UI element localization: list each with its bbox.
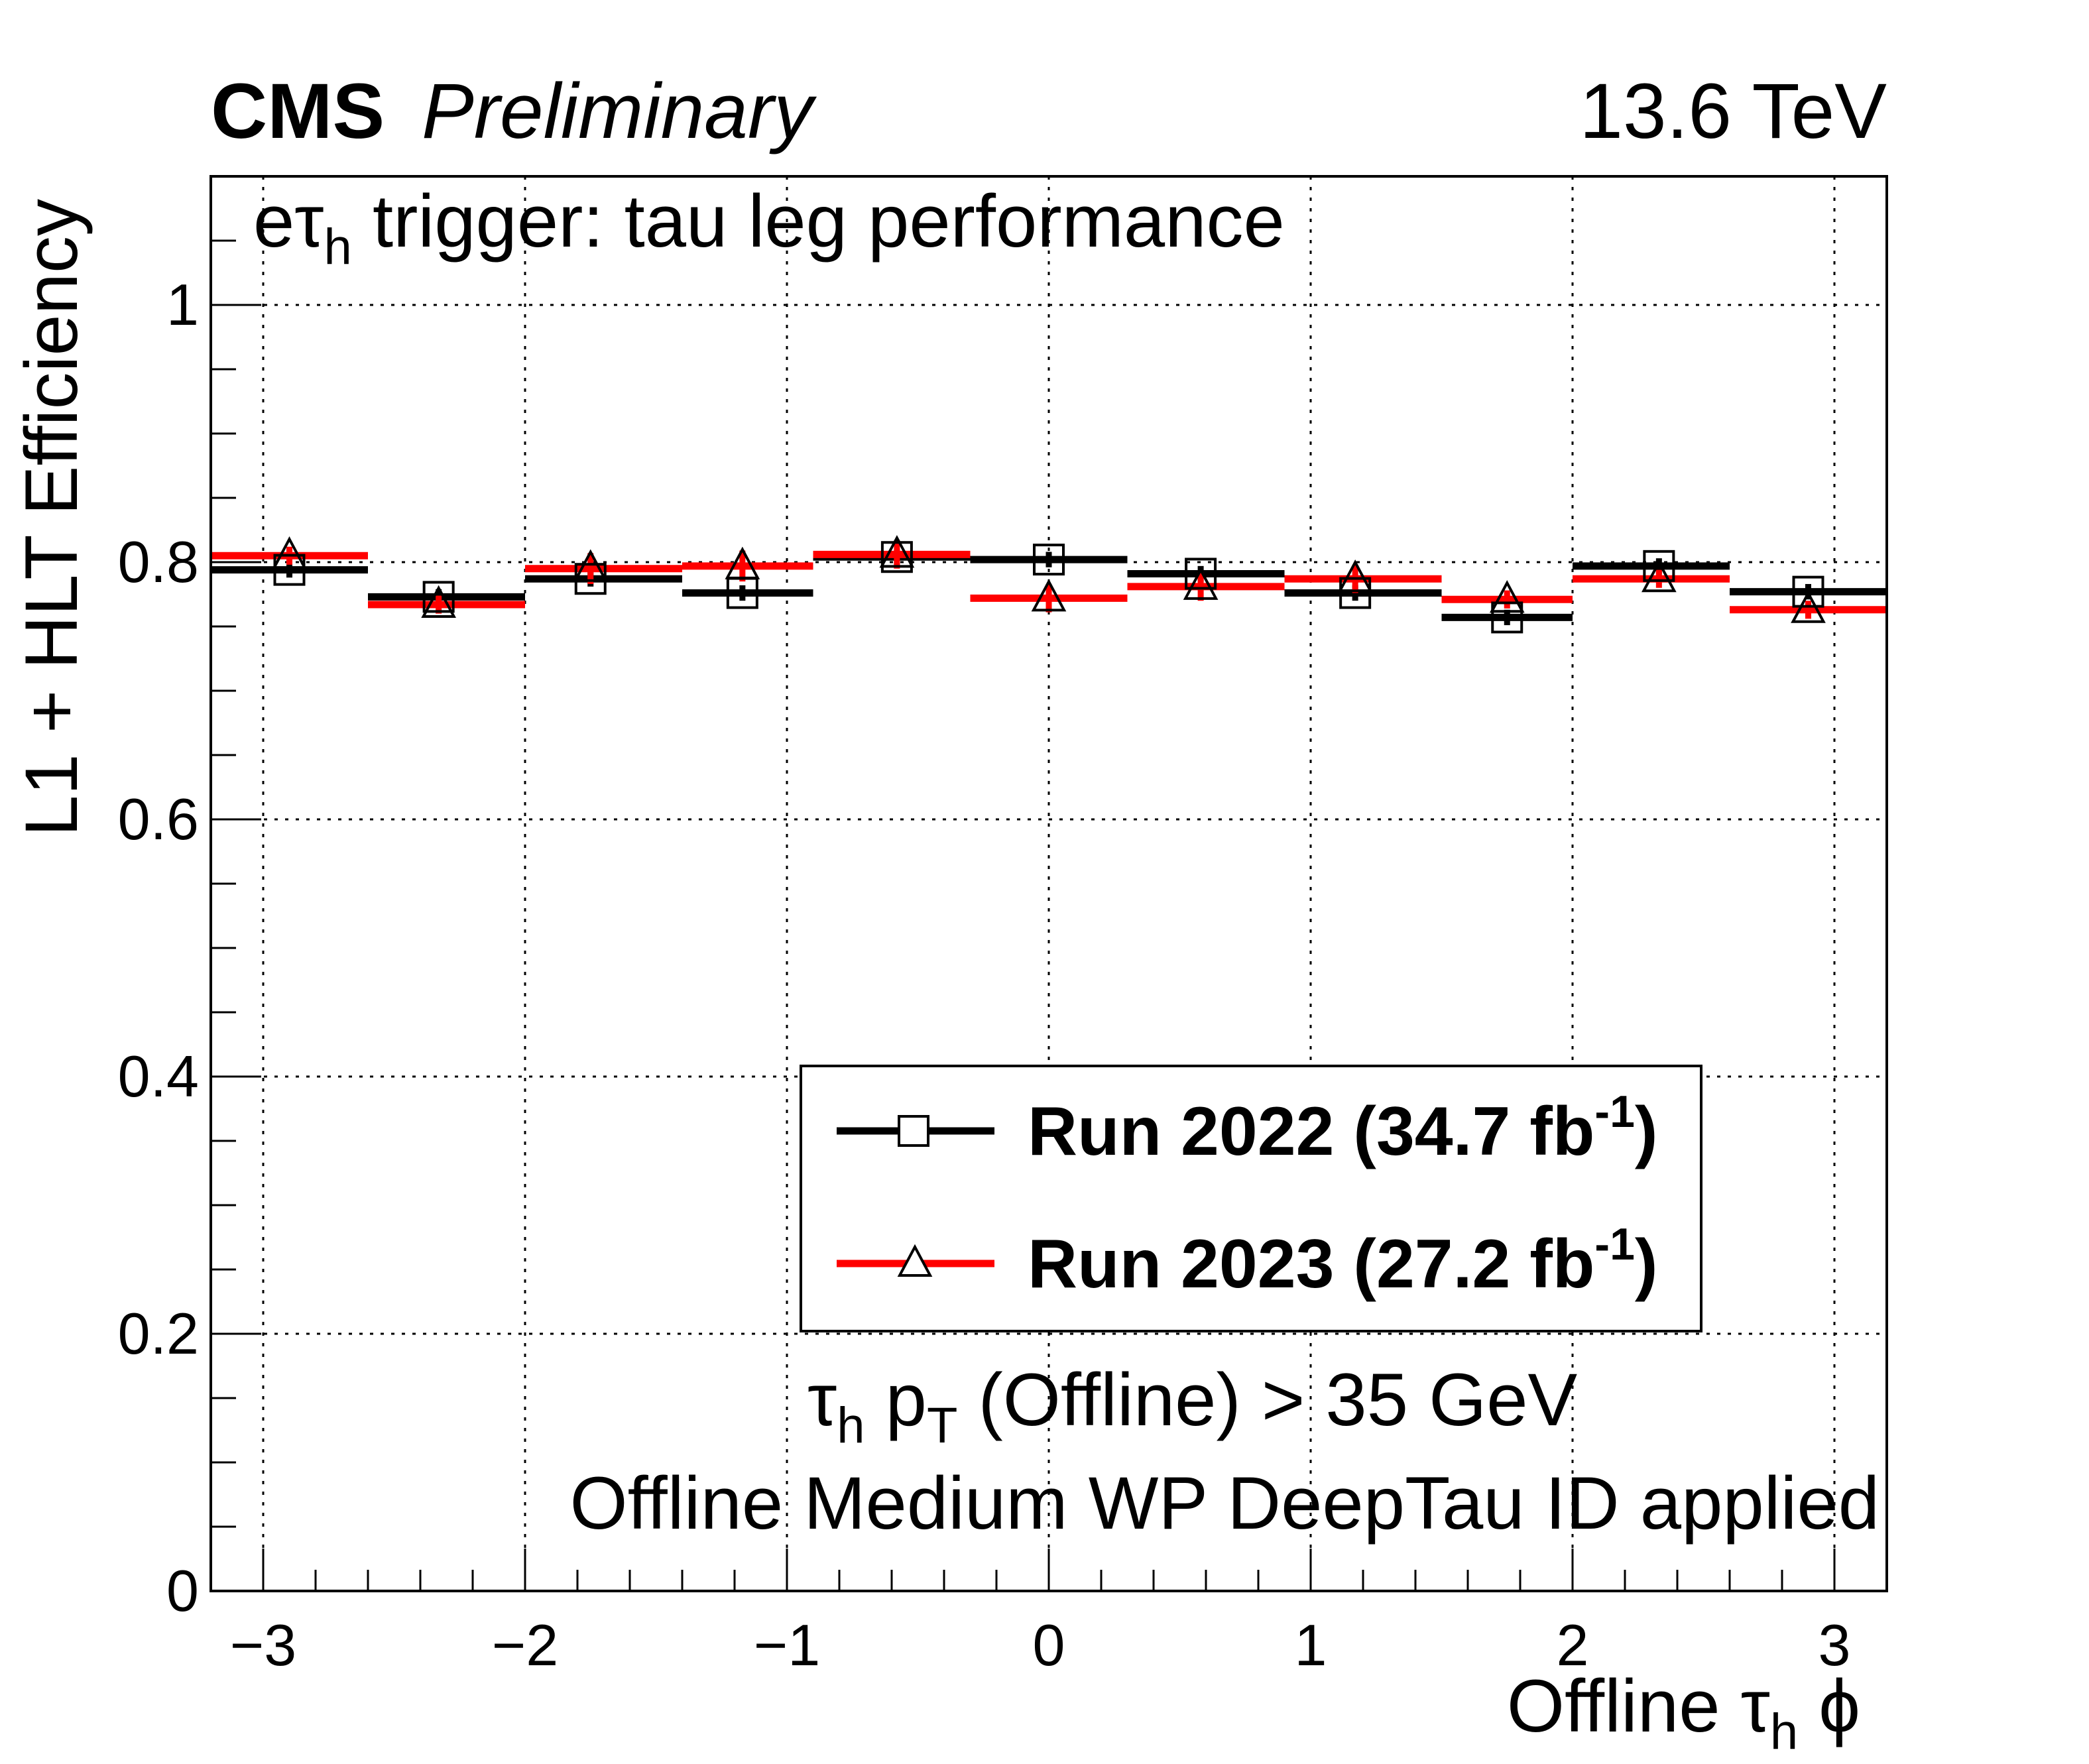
legend-label-2023: Run 2023 (27.2 fb-1) xyxy=(1028,1219,1658,1303)
data-point xyxy=(573,549,609,582)
data-point xyxy=(1491,601,1523,634)
x-axis-title-phi: ϕ xyxy=(1798,1665,1860,1747)
y-tick-label: 1 xyxy=(166,272,199,337)
cut-rest: (Offline) > 35 GeV xyxy=(957,1358,1577,1441)
trigger-prefix: e xyxy=(253,180,294,263)
axis-ticks xyxy=(209,175,1888,1592)
data-point xyxy=(273,554,306,586)
legend-label-2023-main: Run 2023 (27.2 fb xyxy=(1028,1226,1594,1303)
data-point xyxy=(725,546,760,579)
data-point xyxy=(1033,544,1065,576)
y-tick-labels: 0 0.2 0.4 0.6 0.8 1 xyxy=(118,272,199,1623)
x-tick-label: 1 xyxy=(1295,1612,1327,1678)
x-tick-label: 2 xyxy=(1557,1612,1589,1678)
x-tick-label: 0 xyxy=(1033,1612,1065,1678)
x-axis-title-tau: τ xyxy=(1741,1665,1770,1747)
x-axis-title-main: Offline xyxy=(1507,1665,1741,1747)
x-axis-title: Offline τh ϕ xyxy=(1507,1665,1860,1760)
x-tick-label: −2 xyxy=(492,1612,558,1678)
data-point xyxy=(880,541,913,573)
y-tick-label: 0.2 xyxy=(118,1301,199,1366)
x-axis-title-sub: h xyxy=(1770,1704,1798,1760)
x-tick-label: −1 xyxy=(754,1612,820,1678)
markers-1 xyxy=(272,535,1826,623)
trigger-tau: τ xyxy=(294,180,324,263)
legend-label-2022-close: ) xyxy=(1635,1093,1658,1170)
markers-0 xyxy=(273,541,1824,634)
data-point xyxy=(1643,550,1675,582)
data-point xyxy=(1791,590,1826,623)
energy-label: 13.6 TeV xyxy=(1579,68,1887,155)
y-tick-label: 0 xyxy=(166,1558,199,1623)
x-tick-label: 3 xyxy=(1819,1612,1851,1678)
x-tick-label: −3 xyxy=(230,1612,296,1678)
data-point xyxy=(421,585,456,618)
cut-p-sub: T xyxy=(927,1397,957,1454)
y-tick-label: 0.6 xyxy=(118,786,199,852)
data-point xyxy=(1031,579,1067,612)
trigger-rest: trigger: tau leg performance xyxy=(352,180,1285,263)
legend: Run 2022 (34.7 fb-1) Run 2023 (27.2 fb-1… xyxy=(800,1065,1702,1332)
trigger-annotation: eτh trigger: tau leg performance xyxy=(253,180,1285,275)
data-point xyxy=(1641,559,1677,593)
data-point xyxy=(272,536,307,569)
y-tick-label: 0.4 xyxy=(118,1043,199,1109)
legend-label-2023-close: ) xyxy=(1635,1226,1658,1303)
data-point xyxy=(422,581,455,613)
plot-frame xyxy=(209,175,1888,1592)
series-1 xyxy=(211,540,1887,619)
x-tick-labels: −3 −2 −1 0 1 2 3 xyxy=(230,1612,1851,1678)
y-tick-label: 0.8 xyxy=(118,529,199,595)
trigger-sub: h xyxy=(324,219,352,275)
legend-label-2023-sup: -1 xyxy=(1594,1219,1634,1269)
data-point xyxy=(879,535,915,568)
legend-box xyxy=(800,1065,1702,1332)
legend-marker-2023 xyxy=(897,1244,933,1277)
data-point xyxy=(1489,580,1525,613)
cut-p: p xyxy=(865,1358,927,1441)
data-point xyxy=(1337,559,1373,593)
experiment-label: CMS xyxy=(211,68,385,155)
legend-label-2022-main: Run 2022 (34.7 fb xyxy=(1028,1093,1594,1170)
y-axis-title: L1 + HLT Efficiency xyxy=(10,199,93,837)
cut-tau: τ xyxy=(807,1358,837,1441)
status-label: Preliminary xyxy=(422,68,817,155)
data-point xyxy=(1185,558,1217,590)
cut-tau-sub: h xyxy=(837,1397,865,1454)
data-point xyxy=(1792,575,1824,608)
pt-cut-annotation: τh pT (Offline) > 35 GeV xyxy=(807,1358,1578,1454)
data-point xyxy=(1339,577,1372,609)
id-annotation: Offline Medium WP DeepTau ID applied xyxy=(569,1462,1880,1545)
legend-label-2022: Run 2022 (34.7 fb-1) xyxy=(1028,1087,1658,1170)
data-point xyxy=(1183,567,1219,600)
legend-marker-2022 xyxy=(898,1115,929,1147)
data-series xyxy=(211,535,1887,634)
legend-label-2022-sup: -1 xyxy=(1594,1087,1634,1137)
